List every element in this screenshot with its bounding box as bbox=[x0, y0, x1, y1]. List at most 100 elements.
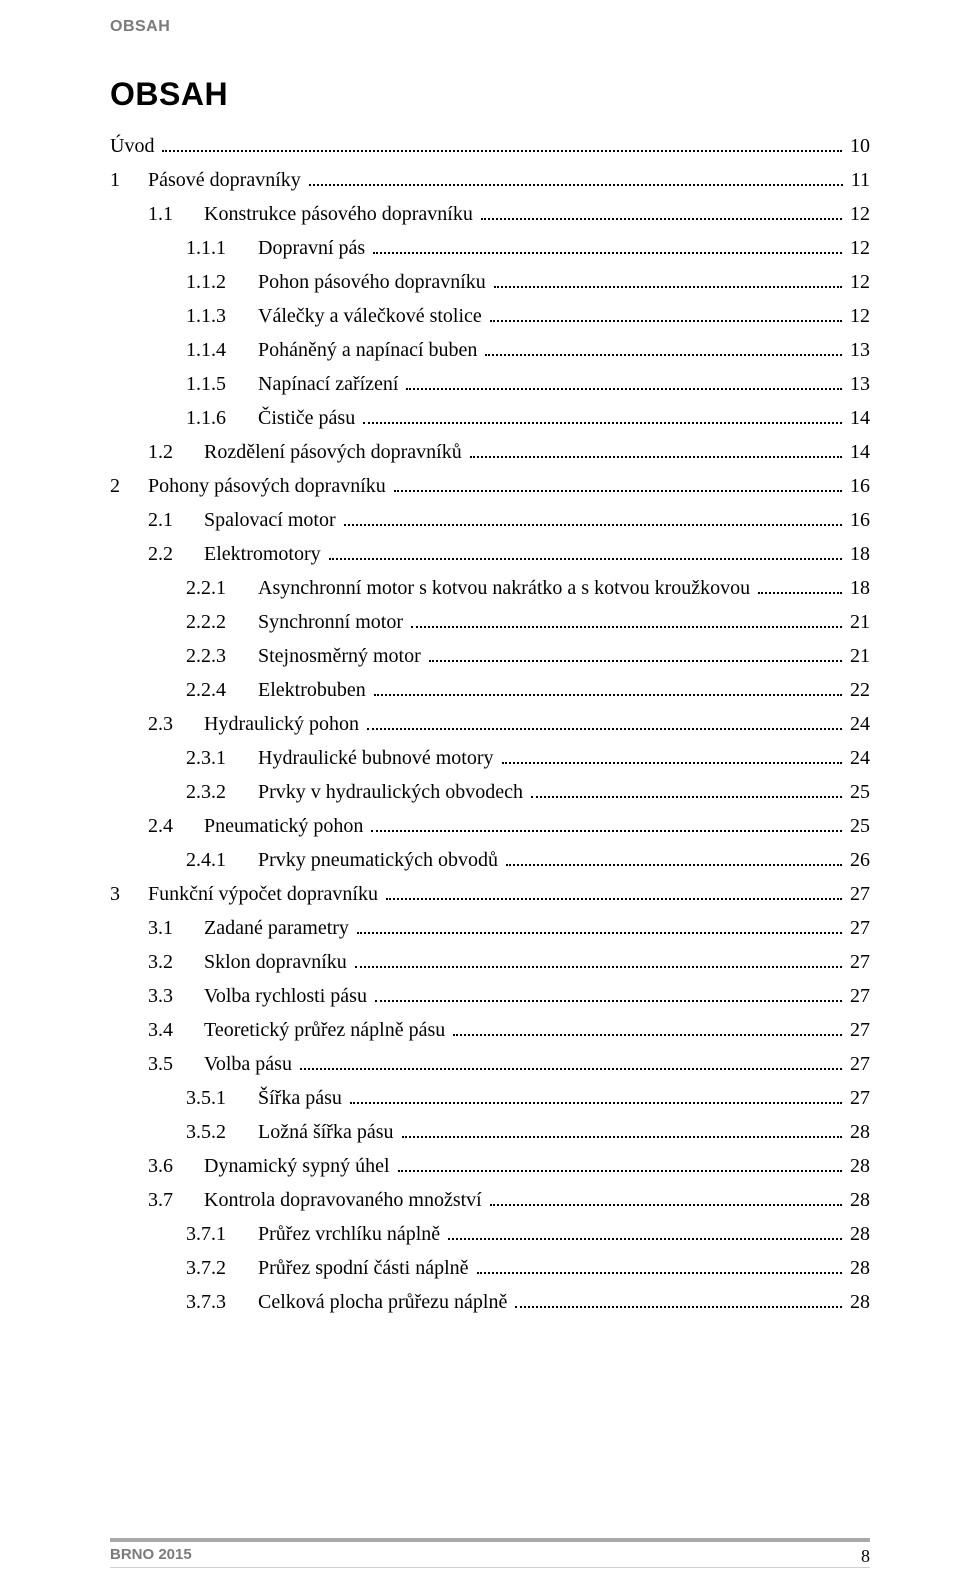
toc-entry-label: Prvky v hydraulických obvodech bbox=[258, 775, 527, 809]
toc-entry-page: 25 bbox=[846, 775, 870, 809]
toc-entry: 3.5.2Ložná šířka pásu28 bbox=[110, 1115, 870, 1149]
toc-entry-label: Dynamický sypný úhel bbox=[204, 1149, 394, 1183]
toc-leader-dots bbox=[490, 320, 842, 322]
toc-leader-dots bbox=[386, 898, 842, 900]
toc-entry-label: Hydraulický pohon bbox=[204, 707, 363, 741]
toc-entry-page: 28 bbox=[846, 1183, 870, 1217]
toc-leader-dots bbox=[506, 864, 842, 866]
toc-entry-label: Kontrola dopravovaného množství bbox=[204, 1183, 486, 1217]
toc-entry-number: 2.1 bbox=[148, 503, 204, 537]
toc-entry: 3.3Volba rychlosti pásu27 bbox=[110, 979, 870, 1013]
toc-entry-label: Sklon dopravníku bbox=[204, 945, 351, 979]
toc-entry: Úvod10 bbox=[110, 129, 870, 163]
toc-entry-page: 14 bbox=[846, 401, 870, 435]
toc-leader-dots bbox=[375, 1000, 842, 1002]
toc-leader-dots bbox=[470, 456, 842, 458]
toc-entry-number: 2.4 bbox=[148, 809, 204, 843]
toc-entry-page: 24 bbox=[846, 707, 870, 741]
toc-leader-dots bbox=[363, 422, 842, 424]
toc-entry: 1.1.3Válečky a válečkové stolice12 bbox=[110, 299, 870, 333]
toc-leader-dots bbox=[411, 626, 842, 628]
toc-leader-dots bbox=[374, 694, 842, 696]
toc-leader-dots bbox=[329, 558, 842, 560]
toc-entry-label: Teoretický průřez náplně pásu bbox=[204, 1013, 449, 1047]
toc-entry: 1.1.1Dopravní pás12 bbox=[110, 231, 870, 265]
toc-entry-page: 28 bbox=[846, 1251, 870, 1285]
toc-entry: 2Pohony pásových dopravníku16 bbox=[110, 469, 870, 503]
toc-entry: 3.2Sklon dopravníku27 bbox=[110, 945, 870, 979]
toc-entry-number: 1.1.1 bbox=[186, 231, 258, 265]
toc-entry-label: Elektrobuben bbox=[258, 673, 370, 707]
toc-entry: 1.1.4Poháněný a napínací buben13 bbox=[110, 333, 870, 367]
toc-entry: 2.3.1Hydraulické bubnové motory24 bbox=[110, 741, 870, 775]
toc-entry: 1Pásové dopravníky11 bbox=[110, 163, 870, 197]
toc-entry-page: 28 bbox=[846, 1217, 870, 1251]
toc-entry-number: 2.2.4 bbox=[186, 673, 258, 707]
toc-entry-number: 3.5 bbox=[148, 1047, 204, 1081]
toc-entry: 1.1.6Čističe pásu14 bbox=[110, 401, 870, 435]
toc-entry-label: Synchronní motor bbox=[258, 605, 407, 639]
toc-entry-number: 2.3 bbox=[148, 707, 204, 741]
toc-leader-dots bbox=[490, 1204, 842, 1206]
toc-entry-number: 3.7.1 bbox=[186, 1217, 258, 1251]
toc-entry-number: 3.7.3 bbox=[186, 1285, 258, 1319]
toc-entry-label: Průřez vrchlíku náplně bbox=[258, 1217, 444, 1251]
toc-entry-page: 27 bbox=[846, 1013, 870, 1047]
toc-entry-label: Asynchronní motor s kotvou nakrátko a s … bbox=[258, 571, 754, 605]
toc-entry: 1.2Rozdělení pásových dopravníků14 bbox=[110, 435, 870, 469]
toc-leader-dots bbox=[344, 524, 842, 526]
toc-entry-page: 28 bbox=[846, 1115, 870, 1149]
toc-entry-page: 10 bbox=[846, 129, 870, 163]
toc-leader-dots bbox=[453, 1034, 842, 1036]
toc-leader-dots bbox=[758, 592, 842, 594]
toc-entry-label: Pohony pásových dopravníku bbox=[148, 469, 390, 503]
toc-entry-label: Zadané parametry bbox=[204, 911, 353, 945]
toc-entry-label: Pohon pásového dopravníku bbox=[258, 265, 490, 299]
toc-entry-number: 1.2 bbox=[148, 435, 204, 469]
toc-entry-page: 14 bbox=[846, 435, 870, 469]
toc-leader-dots bbox=[367, 728, 842, 730]
toc-entry-label: Napínací zařízení bbox=[258, 367, 402, 401]
toc-entry: 2.2.4Elektrobuben22 bbox=[110, 673, 870, 707]
toc-entry-label: Čističe pásu bbox=[258, 401, 359, 435]
toc-entry: 2.2.3Stejnosměrný motor21 bbox=[110, 639, 870, 673]
toc-entry-page: 21 bbox=[846, 639, 870, 673]
toc-entry-number: 2 bbox=[110, 469, 148, 503]
toc-entry: 2.4.1Prvky pneumatických obvodů26 bbox=[110, 843, 870, 877]
toc-leader-dots bbox=[406, 388, 842, 390]
toc-entry: 3.5.1Šířka pásu27 bbox=[110, 1081, 870, 1115]
toc-entry: 3.7Kontrola dopravovaného množství 28 bbox=[110, 1183, 870, 1217]
toc-leader-dots bbox=[494, 286, 842, 288]
page: OBSAH OBSAH Úvod101Pásové dopravníky111.… bbox=[0, 0, 960, 1592]
toc-entry: 2.2.1Asynchronní motor s kotvou nakrátko… bbox=[110, 571, 870, 605]
toc-entry: 3.7.2Průřez spodní části náplně 28 bbox=[110, 1251, 870, 1285]
toc-entry-label: Spalovací motor bbox=[204, 503, 340, 537]
toc-entry-page: 28 bbox=[846, 1285, 870, 1319]
toc-leader-dots bbox=[481, 218, 842, 220]
toc-entry-number: 1.1.2 bbox=[186, 265, 258, 299]
toc-entry-number: 3.4 bbox=[148, 1013, 204, 1047]
toc-entry-page: 21 bbox=[846, 605, 870, 639]
footer-left: BRNO 2015 bbox=[110, 1546, 192, 1567]
toc-entry-page: 28 bbox=[846, 1149, 870, 1183]
toc-entry-number: 2.2 bbox=[148, 537, 204, 571]
toc-entry: 3.4Teoretický průřez náplně pásu 27 bbox=[110, 1013, 870, 1047]
toc-entry-number: 1.1 bbox=[148, 197, 204, 231]
toc-entry-page: 18 bbox=[846, 537, 870, 571]
footer-page-number: 8 bbox=[861, 1546, 870, 1567]
toc-entry: 2.3Hydraulický pohon 24 bbox=[110, 707, 870, 741]
toc-entry-label: Průřez spodní části náplně bbox=[258, 1251, 473, 1285]
toc-entry: 3.7.3Celková plocha průřezu náplně 28 bbox=[110, 1285, 870, 1319]
toc-entry-number: 3.7 bbox=[148, 1183, 204, 1217]
toc-leader-dots bbox=[355, 966, 842, 968]
toc-leader-dots bbox=[429, 660, 842, 662]
toc-leader-dots bbox=[398, 1170, 842, 1172]
toc-entry-number: 1.1.4 bbox=[186, 333, 258, 367]
page-header: OBSAH bbox=[110, 18, 870, 36]
toc-entry-label: Celková plocha průřezu náplně bbox=[258, 1285, 511, 1319]
toc-leader-dots bbox=[502, 762, 843, 764]
toc-entry-page: 11 bbox=[847, 163, 870, 197]
toc-entry: 2.1Spalovací motor16 bbox=[110, 503, 870, 537]
toc-entry-number: 3.7.2 bbox=[186, 1251, 258, 1285]
toc-entry-label: Šířka pásu bbox=[258, 1081, 346, 1115]
